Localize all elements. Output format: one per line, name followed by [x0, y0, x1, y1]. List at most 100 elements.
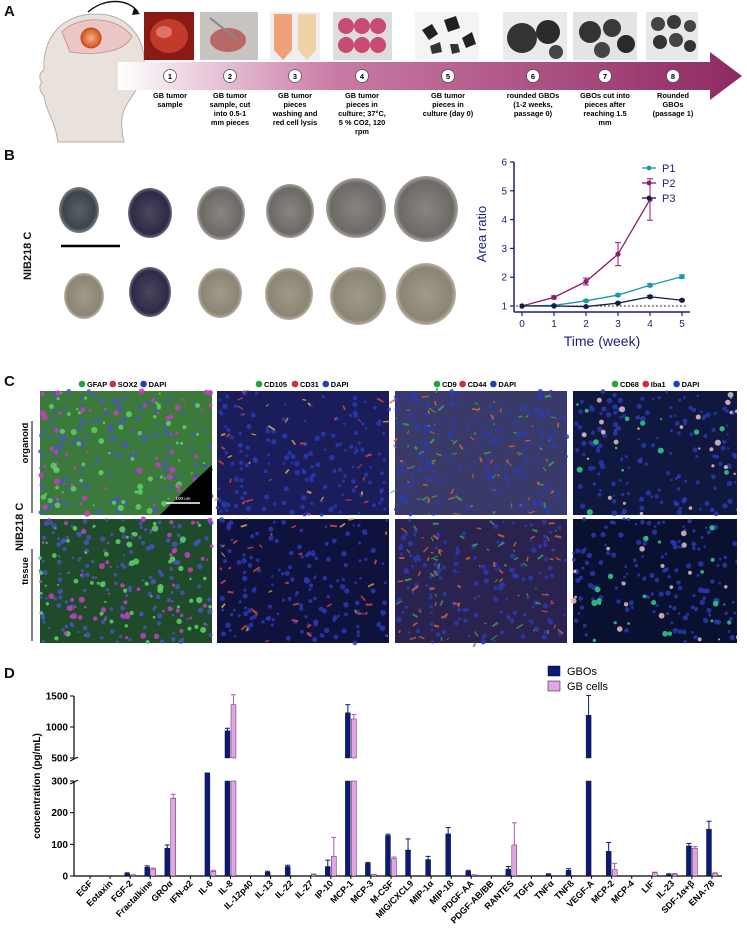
step-description: rpm	[355, 127, 369, 136]
x-tick-label: 1	[551, 319, 557, 330]
step-description: red cell lysis	[273, 118, 317, 127]
organoid-image	[198, 268, 242, 318]
step-photo-3	[270, 12, 320, 60]
stain-label: CD31	[300, 380, 319, 389]
stain-label: DAPI	[149, 380, 167, 389]
x-axis-label: Time (week)	[564, 333, 641, 349]
step-photo-2	[200, 12, 258, 60]
step-number-circle	[163, 69, 177, 83]
series-line-P3	[522, 296, 683, 308]
step-description: sample	[157, 100, 182, 109]
bar	[565, 870, 572, 877]
category-label: MCP-4	[609, 878, 636, 905]
bar	[264, 871, 271, 877]
data-point	[519, 303, 525, 309]
bar	[331, 856, 337, 877]
x-tick-label: 3	[615, 319, 621, 330]
legend-swatch	[547, 665, 561, 677]
y-tick-label: 500	[51, 754, 68, 765]
bar	[345, 712, 351, 759]
bar	[284, 866, 291, 877]
stain-color-dot	[78, 380, 86, 388]
microscopy-image	[570, 517, 737, 644]
step-description: pieces in	[432, 100, 464, 109]
microscopy-image: 100 um	[38, 388, 214, 517]
step-number-circle	[666, 69, 680, 83]
step-photo-6	[503, 12, 567, 60]
step-number-circle	[598, 69, 612, 83]
step-number-circle	[223, 69, 237, 83]
bar	[224, 780, 231, 877]
axis-break-mark	[69, 756, 79, 762]
legend-swatch	[547, 680, 561, 692]
data-point	[551, 294, 557, 300]
legend-label: P1	[662, 163, 675, 175]
bar	[345, 780, 351, 877]
stain-label: CD68	[620, 380, 639, 389]
category-label: IFN-α2	[168, 878, 195, 905]
panel-label-b: B	[4, 147, 15, 164]
bar	[511, 844, 518, 877]
data-point	[551, 303, 557, 309]
stain-label: DAPI	[498, 380, 516, 389]
step-number: 8	[671, 72, 675, 81]
y-tick-label: 0	[62, 872, 68, 883]
microscopy-image	[38, 516, 214, 644]
stain-color-dot	[459, 380, 466, 388]
bar	[230, 780, 237, 877]
step-photo-7	[573, 12, 637, 60]
step-number: 2	[228, 72, 232, 81]
bar	[425, 859, 431, 877]
step-description: GBOs cut into	[580, 91, 630, 100]
bar	[712, 873, 718, 877]
bar	[230, 704, 237, 759]
step-description: GB tumor	[278, 91, 312, 100]
stain-color-dot	[673, 380, 680, 388]
organoid-image	[266, 184, 314, 238]
organoid-image	[326, 178, 386, 238]
panel-b-row-label: NIB218 C	[22, 231, 34, 280]
y-tick-label: 1500	[46, 692, 69, 703]
bar	[210, 871, 217, 877]
stain-label: CD9	[442, 380, 457, 389]
category-label: TNFα	[533, 878, 557, 902]
step-description: (passage 1)	[653, 109, 694, 118]
legend-label: GBOs	[567, 666, 597, 678]
stain-legend: CD105 CD31 DAPI	[255, 380, 349, 389]
cytokine-bar-chart: 0 100 200 300 500 1000 1500 concentration (pg/m…	[32, 665, 722, 925]
organoid-image	[129, 267, 171, 317]
bar	[124, 873, 130, 877]
data-point	[615, 300, 621, 306]
category-label: IL-13	[253, 878, 275, 900]
step-description: pieces in	[346, 100, 378, 109]
stain-color-dot	[291, 380, 299, 388]
data-point	[583, 298, 589, 304]
y-tick-label: 100	[51, 840, 68, 851]
step-photo-8	[646, 12, 698, 60]
category-label: IL-22	[273, 878, 295, 900]
organoid-image	[59, 187, 99, 233]
step-photo-1	[144, 12, 194, 60]
stain-label: SOX2	[118, 380, 138, 389]
bar	[706, 828, 712, 877]
y-axis-label: concentration (pg/mL)	[32, 733, 43, 839]
step-description: passage 0)	[514, 109, 553, 118]
organoid-image	[330, 267, 386, 325]
y-tick-label: 3	[501, 244, 507, 255]
workflow-step-6: 6 rounded GBOs(1-2 weeks,passage 0)	[507, 69, 559, 118]
stain-legend: CD68 Iba1 DAPI	[611, 380, 699, 389]
step-description: pieces	[283, 100, 306, 109]
step-description: culture; 37°C,	[338, 109, 386, 118]
stain-label: DAPI	[331, 380, 349, 389]
step-description: into 0.5-1	[214, 109, 246, 118]
stain-legend: CD9 CD44 DAPI	[433, 380, 516, 389]
series-line-P2	[521, 199, 651, 307]
step-description: GBOs	[663, 100, 684, 109]
microscopy-image	[395, 518, 568, 648]
